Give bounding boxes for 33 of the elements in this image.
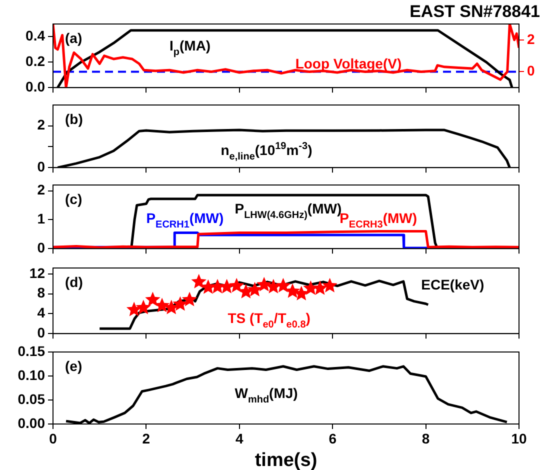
y2-tick-label: 2 xyxy=(527,30,535,47)
chart-title: EAST SN#78841 xyxy=(410,2,540,22)
series-label: Loop Voltage(V) xyxy=(295,56,402,72)
y-tick-label: 0.0 xyxy=(26,78,46,94)
x-tick-label: 4 xyxy=(236,430,244,446)
y-tick-label: 4 xyxy=(37,304,46,321)
y2-tick-label: 0 xyxy=(527,62,535,79)
y-tick-label: 8 xyxy=(37,284,46,301)
y-tick-label: 0.10 xyxy=(18,366,46,383)
y-tick-label: 12 xyxy=(29,264,46,281)
annotation: (d) xyxy=(65,274,83,290)
y-tick-label: 0.00 xyxy=(18,414,46,431)
y-tick-label: 0.4 xyxy=(26,28,46,44)
y-tick-label: 1 xyxy=(37,210,46,227)
y-tick-label: 0.15 xyxy=(18,342,46,359)
y-tick-label: 0 xyxy=(37,239,46,256)
annotation: (e) xyxy=(65,358,82,374)
annotation: (c) xyxy=(65,191,82,207)
y-tick-label: 0.2 xyxy=(26,53,46,70)
x-tick-label: 8 xyxy=(422,430,430,446)
x-tick-label: 2 xyxy=(142,430,150,446)
x-tick-label: 6 xyxy=(328,430,337,446)
annotation: (b) xyxy=(65,111,83,127)
y-tick-label: 2 xyxy=(37,182,46,198)
x-tick-label: 10 xyxy=(511,430,527,446)
x-axis-title: time(s) xyxy=(254,450,318,470)
series-label: ECE(keV) xyxy=(421,276,484,293)
annotation: (a) xyxy=(65,30,82,46)
x-tick-label: 0 xyxy=(49,430,58,446)
y-tick-label: 2 xyxy=(37,116,46,133)
y-tick-label: 0 xyxy=(37,324,46,340)
y-tick-label: 0 xyxy=(37,158,46,174)
y-tick-label: 0.05 xyxy=(18,390,46,407)
